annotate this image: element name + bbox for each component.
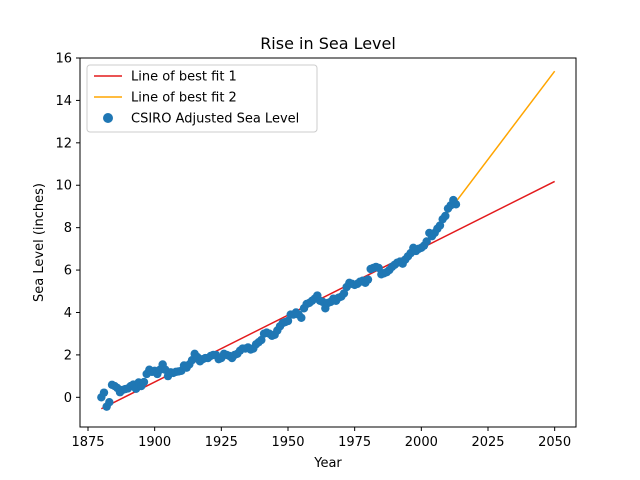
x-tick-label: 1875 — [71, 435, 104, 450]
scatter-point — [435, 221, 445, 230]
legend-box — [86, 64, 318, 133]
y-axis-label: Sea Level (inches) — [32, 183, 47, 302]
legend-marker-swatch — [103, 113, 113, 123]
scatter-point — [374, 263, 383, 273]
y-tick-label: 14 — [55, 94, 72, 109]
scatter-point — [451, 200, 461, 209]
y-tick-label: 2 — [64, 348, 72, 363]
x-axis-label: Year — [313, 456, 342, 471]
legend: Line of best fit 1 Line of best fit 2 CSIR… — [86, 64, 318, 133]
axes: 1875 1900 1925 1950 1975 2000 2025 2050 0 2 4 6 8 10 1… — [55, 52, 571, 451]
x-tick-label: 1925 — [205, 435, 238, 450]
y-tick-label: 12 — [55, 136, 72, 151]
plot-area — [97, 70, 556, 411]
scatter-point — [257, 335, 266, 345]
x-tick-label: 2000 — [405, 435, 438, 450]
scatter-point — [283, 316, 293, 326]
y-tick-label: 10 — [55, 179, 72, 194]
x-tick-label: 1950 — [271, 435, 304, 450]
x-tick-label: 2050 — [538, 435, 571, 450]
y-tick-label: 16 — [55, 52, 72, 67]
legend-label: Line of best fit 2 — [131, 91, 237, 106]
y-tick-label: 6 — [64, 264, 72, 279]
scatter-point — [139, 377, 149, 387]
scatter-point — [422, 237, 431, 246]
scatter-point — [99, 388, 109, 397]
scatter-point — [441, 211, 450, 221]
x-tick-label: 2025 — [471, 435, 504, 450]
y-tick-label: 8 — [64, 221, 72, 236]
scatter-point — [339, 289, 349, 298]
scatter-point — [105, 397, 114, 407]
y-tick-label: 4 — [64, 306, 72, 321]
chart-title: Rise in Sea Level — [260, 34, 396, 53]
scatter-point — [297, 313, 306, 322]
x-tick-label: 1900 — [138, 435, 171, 450]
scatter-point — [363, 275, 373, 284]
y-tick-label: 0 — [64, 391, 72, 406]
legend-label: CSIRO Adjusted Sea Level — [131, 112, 299, 127]
axes-frame — [79, 57, 577, 428]
legend-label: Line of best fit 1 — [131, 70, 237, 85]
x-tick-label: 1975 — [338, 435, 371, 450]
